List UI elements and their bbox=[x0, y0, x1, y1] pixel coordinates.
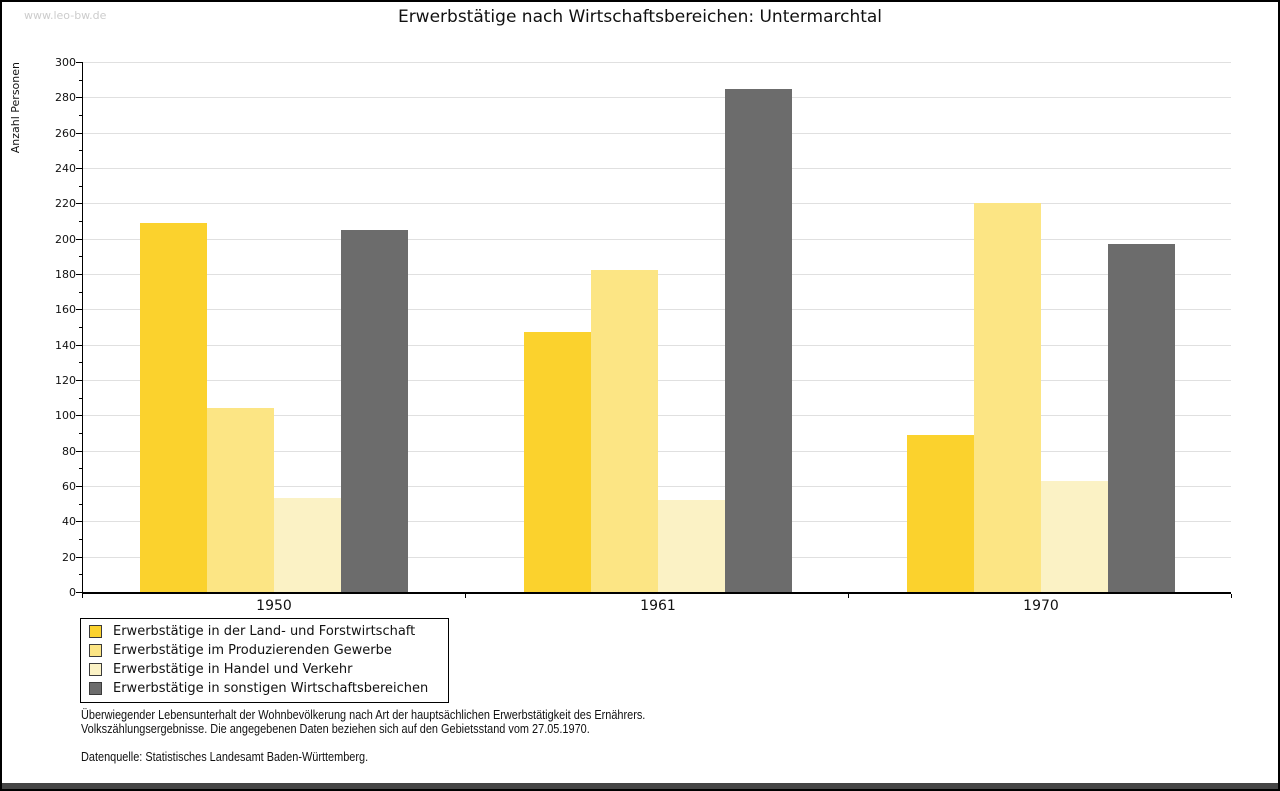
y-tick-200 bbox=[76, 238, 82, 240]
bar-1950-series-2 bbox=[274, 498, 341, 592]
y-tick-label-160: 160 bbox=[55, 303, 76, 317]
y-minor-tick-170 bbox=[79, 291, 82, 293]
legend-swatch-2 bbox=[89, 663, 102, 676]
y-tick-260 bbox=[76, 132, 82, 134]
y-tick-20 bbox=[76, 556, 82, 558]
legend-swatch-1 bbox=[89, 644, 102, 657]
y-axis-line bbox=[82, 62, 83, 594]
legend-label-1: Erwerbstätige im Produzierenden Gewerbe bbox=[113, 643, 392, 658]
y-tick-60 bbox=[76, 486, 82, 487]
y-tick-160 bbox=[76, 309, 82, 311]
legend-item-1: Erwerbstätige im Produzierenden Gewerbe bbox=[81, 641, 448, 660]
y-tick-label-100: 100 bbox=[55, 409, 76, 423]
bar-1970-series-0 bbox=[907, 434, 974, 592]
y-minor-tick-150 bbox=[79, 327, 82, 328]
y-minor-tick-290 bbox=[79, 79, 82, 81]
bar-1950-series-1 bbox=[207, 408, 274, 592]
legend-label-3: Erwerbstätige in sonstigen Wirtschaftsbe… bbox=[113, 681, 429, 696]
x-category-label-1961: 1961 bbox=[640, 598, 676, 614]
legend-item-0: Erwerbstätige in der Land- und Forstwirt… bbox=[81, 622, 448, 641]
x-boundary-tick-3 bbox=[1231, 594, 1232, 598]
watermark: www.leo-bw.de bbox=[24, 9, 107, 22]
y-tick-300 bbox=[76, 62, 82, 63]
data-source: Datenquelle: Statistisches Landesamt Bad… bbox=[81, 749, 369, 764]
y-minor-tick-70 bbox=[79, 468, 82, 470]
gridline-260 bbox=[83, 132, 1231, 134]
y-minor-tick-210 bbox=[79, 221, 82, 222]
y-tick-140 bbox=[76, 344, 82, 346]
y-tick-180 bbox=[76, 274, 82, 275]
y-tick-100 bbox=[76, 415, 82, 417]
bar-1970-series-3 bbox=[1108, 243, 1175, 592]
y-minor-tick-230 bbox=[79, 185, 82, 187]
legend-swatch-3 bbox=[89, 682, 102, 695]
x-axis-line bbox=[82, 592, 1231, 594]
footnotes: Überwiegender Lebensunterhalt der Wohnbe… bbox=[81, 708, 753, 764]
y-tick-label-0: 0 bbox=[69, 586, 76, 599]
y-tick-label-120: 120 bbox=[55, 374, 76, 387]
y-minor-tick-110 bbox=[79, 397, 82, 399]
legend-label-0: Erwerbstätige in der Land- und Forstwirt… bbox=[113, 624, 416, 639]
legend-item-3: Erwerbstätige in sonstigen Wirtschaftsbe… bbox=[81, 679, 448, 698]
y-tick-label-300: 300 bbox=[55, 56, 76, 69]
y-minor-tick-50 bbox=[79, 503, 82, 505]
bar-1961-series-3 bbox=[725, 88, 792, 592]
y-tick-80 bbox=[76, 450, 82, 452]
legend-label-2: Erwerbstätige in Handel und Verkehr bbox=[113, 662, 353, 677]
y-tick-label-180: 180 bbox=[55, 268, 76, 281]
y-tick-label-280: 280 bbox=[55, 91, 76, 105]
x-category-label-1970: 1970 bbox=[1023, 598, 1059, 614]
gridline-220 bbox=[83, 203, 1231, 205]
y-minor-tick-90 bbox=[79, 433, 82, 434]
y-tick-label-220: 220 bbox=[55, 197, 76, 211]
gridline-240 bbox=[83, 168, 1231, 169]
y-tick-280 bbox=[76, 97, 82, 99]
bar-1950-series-0 bbox=[140, 222, 207, 592]
y-minor-tick-130 bbox=[79, 362, 82, 364]
gridline-280 bbox=[83, 97, 1231, 99]
y-minor-tick-30 bbox=[79, 539, 82, 540]
y-minor-tick-250 bbox=[79, 150, 82, 152]
y-tick-label-20: 20 bbox=[62, 550, 76, 564]
y-tick-label-200: 200 bbox=[55, 232, 76, 246]
bar-1970-series-1 bbox=[974, 203, 1041, 592]
gridline-300 bbox=[83, 62, 1231, 63]
bar-1970-series-2 bbox=[1041, 480, 1108, 592]
y-tick-220 bbox=[76, 203, 82, 205]
y-tick-label-40: 40 bbox=[62, 515, 76, 529]
y-tick-label-60: 60 bbox=[62, 480, 76, 493]
y-minor-tick-190 bbox=[79, 256, 82, 258]
bar-1961-series-1 bbox=[591, 270, 658, 592]
y-tick-label-140: 140 bbox=[55, 338, 76, 352]
y-tick-0 bbox=[76, 592, 82, 593]
x-boundary-tick-2 bbox=[848, 594, 849, 598]
legend-item-2: Erwerbstätige in Handel und Verkehr bbox=[81, 660, 448, 679]
y-tick-240 bbox=[76, 168, 82, 169]
y-tick-label-240: 240 bbox=[55, 162, 76, 175]
x-category-label-1950: 1950 bbox=[256, 598, 292, 614]
gridline-200 bbox=[83, 238, 1231, 240]
y-tick-label-80: 80 bbox=[62, 444, 76, 458]
bar-1961-series-0 bbox=[524, 332, 591, 592]
y-minor-tick-270 bbox=[79, 115, 82, 116]
chart-title: Erwerbstätige nach Wirtschaftsbereichen:… bbox=[397, 7, 883, 27]
bottom-bar bbox=[2, 783, 1278, 789]
x-boundary-tick-0 bbox=[82, 594, 83, 598]
bar-1950-series-3 bbox=[341, 229, 408, 592]
bar-1961-series-2 bbox=[658, 500, 725, 592]
legend-swatch-0 bbox=[89, 625, 102, 638]
y-tick-label-260: 260 bbox=[55, 126, 76, 140]
legend: Erwerbstätige in der Land- und Forstwirt… bbox=[80, 618, 449, 703]
y-tick-40 bbox=[76, 521, 82, 523]
x-boundary-tick-1 bbox=[465, 594, 466, 598]
y-tick-120 bbox=[76, 380, 82, 381]
y-axis-label: Anzahl Personen bbox=[9, 62, 22, 154]
y-minor-tick-10 bbox=[79, 574, 82, 576]
footnote-line-1: Überwiegender Lebensunterhalt der Wohnbe… bbox=[81, 707, 646, 722]
footnote-line-2: Volkszählungsergebnisse. Die angegebenen… bbox=[81, 720, 590, 736]
